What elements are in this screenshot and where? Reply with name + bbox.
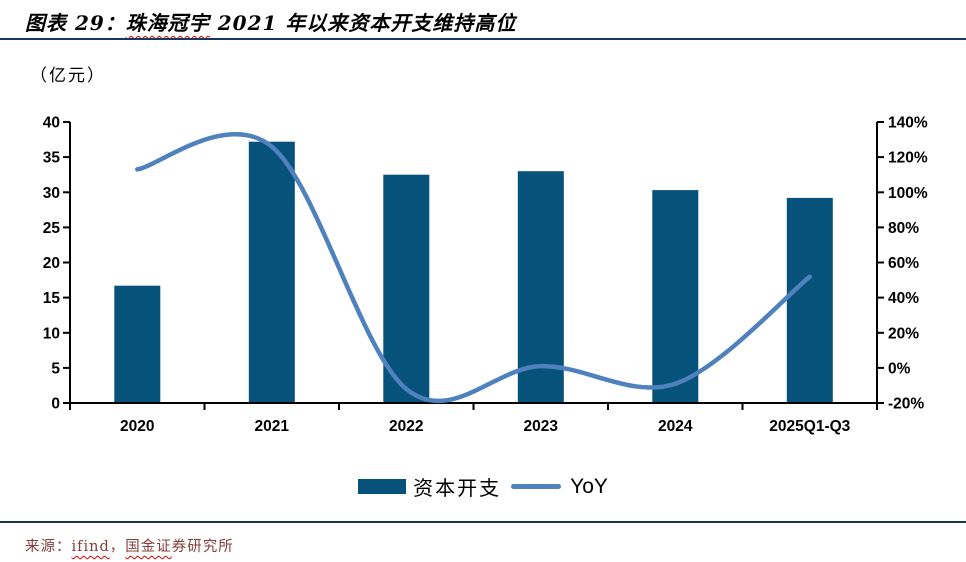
left-axis-unit-label: （亿元）	[30, 66, 106, 86]
left-axis-label: 30	[43, 185, 60, 202]
right-axis-label: 20%	[888, 325, 919, 342]
right-axis-label: 100%	[888, 185, 928, 202]
left-axis-label: 40	[43, 115, 60, 132]
legend-line-swatch	[511, 484, 562, 489]
chart-legend: 资本开支 YoY	[0, 472, 966, 501]
x-axis-label: 2021	[255, 418, 290, 435]
bottom-divider	[0, 521, 966, 523]
x-axis-label: 2025Q1-Q3	[769, 418, 850, 435]
axis-frame	[69, 122, 878, 404]
left-axis-label: 5	[51, 360, 60, 377]
x-axis-label: 2020	[120, 418, 154, 435]
capex-bar-2020	[114, 285, 161, 403]
right-axis-label: 60%	[888, 255, 919, 272]
capex-bar-2024	[652, 190, 699, 403]
figure-title-suffix: 2021 年以来资本开支维持高位	[209, 11, 517, 35]
right-axis-label: 80%	[888, 220, 919, 237]
source-prefix: 来源：	[25, 539, 72, 555]
left-axis-label: 35	[43, 150, 61, 167]
right-axis-label: 0%	[888, 360, 911, 377]
top-divider	[0, 38, 966, 40]
legend-bar-swatch	[358, 479, 407, 494]
left-axis-label: 10	[43, 325, 60, 342]
left-axis-label: 0	[51, 396, 60, 413]
source-note: 来源：ifind，国金证券研究所	[25, 535, 234, 556]
right-axis-label: 120%	[888, 150, 928, 167]
capex-bar-2022	[383, 174, 430, 403]
source-institute-highlight: 国金证	[125, 539, 172, 555]
x-axis-label: 2023	[524, 418, 559, 435]
capex-bar-2021	[248, 141, 295, 403]
left-axis-label: 15	[43, 290, 61, 307]
capex-bar-2025Q1-Q3	[786, 197, 833, 403]
source-provider: ifind	[71, 539, 110, 555]
right-axis-label: 40%	[888, 290, 919, 307]
source-institute: 券研究所	[171, 539, 234, 555]
figure-title-company: 珠海冠宇	[125, 11, 210, 35]
x-axis-label: 2024	[658, 418, 693, 435]
x-axis-label: 2022	[389, 418, 423, 435]
left-axis-label: 25	[43, 220, 61, 237]
source-mid: ，	[109, 539, 126, 555]
figure-title-prefix: 图表 29：	[25, 11, 126, 35]
right-axis-label: 140%	[888, 115, 928, 132]
right-axis-label: -20%	[888, 396, 924, 413]
left-axis-label: 20	[43, 255, 60, 272]
yoy-line	[135, 131, 813, 404]
legend-bar-label: 资本开支	[413, 476, 502, 500]
figure-title: 图表 29：珠海冠宇 2021 年以来资本开支维持高位	[25, 7, 516, 36]
legend-line-label: YoY	[570, 474, 608, 498]
